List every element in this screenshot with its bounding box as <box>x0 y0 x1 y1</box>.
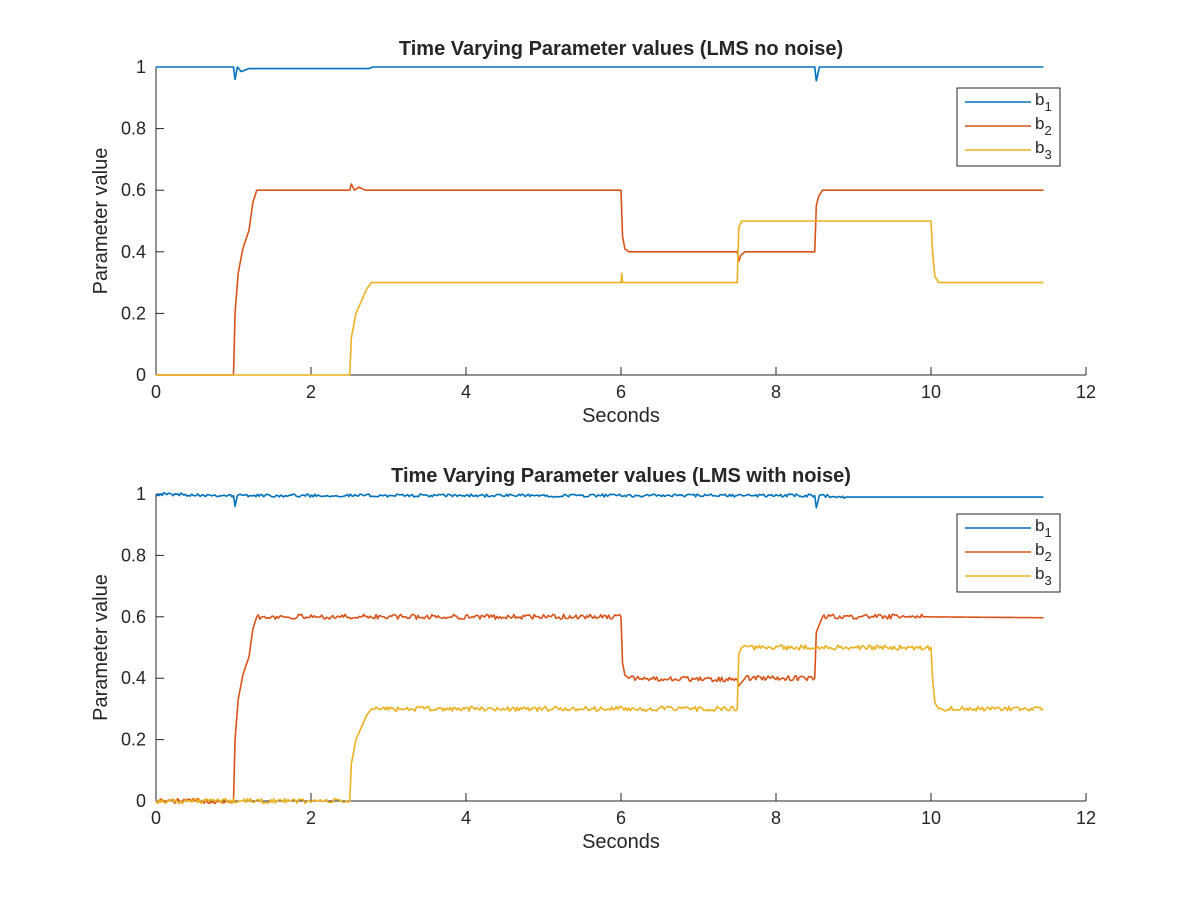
legend-label: b3 <box>1035 138 1052 162</box>
chart-title: Time Varying Parameter values (LMS no no… <box>399 38 843 60</box>
y-tick-label: 0.2 <box>121 730 146 750</box>
series-line-b2 <box>156 183 1044 376</box>
legend-box <box>956 87 1061 167</box>
series-line-b2 <box>155 613 1044 805</box>
y-tick-label: 0.6 <box>121 180 146 200</box>
y-tick-label: 0.6 <box>121 607 146 627</box>
chart-panel-1: 0 2 4 6 8 10 12 0 0.2 0.4 0.6 0.8 1 Time Varying Para… <box>90 38 1096 427</box>
y-tick-label: 0 <box>136 791 146 811</box>
legend-label: b1 <box>1035 516 1052 540</box>
x-tick-label: 4 <box>461 382 471 402</box>
y-axis-label: Parameter value <box>90 574 112 721</box>
y-tick-label: 0.2 <box>121 303 146 323</box>
legend-label: b2 <box>1035 540 1052 564</box>
x-tick-label: 6 <box>616 382 626 402</box>
x-tick-label: 10 <box>921 382 941 402</box>
series-line-b1 <box>156 66 1044 82</box>
y-axis-label: Parameter value <box>90 148 112 295</box>
x-tick-label: 0 <box>151 382 161 402</box>
legend-label: b1 <box>1035 90 1052 114</box>
x-tick-label: 6 <box>616 808 626 828</box>
legend-box <box>956 513 1061 593</box>
x-tick-label: 2 <box>306 382 316 402</box>
y-tick-label: 0.4 <box>121 242 146 262</box>
x-axis-label: Seconds <box>582 831 660 853</box>
y-tick-label: 0.8 <box>121 119 146 139</box>
x-tick-label: 2 <box>306 808 316 828</box>
series-line-b3 <box>156 220 1044 376</box>
y-tick-label: 1 <box>136 57 146 77</box>
x-axis-label: Seconds <box>582 405 660 427</box>
series-line-b1 <box>155 491 1044 509</box>
x-tick-label: 12 <box>1076 808 1096 828</box>
y-tick-label: 0 <box>136 365 146 385</box>
x-tick-label: 8 <box>771 808 781 828</box>
chart-title: Time Varying Parameter values (LMS with … <box>391 465 851 487</box>
legend-label: b3 <box>1035 564 1052 588</box>
x-tick-label: 4 <box>461 808 471 828</box>
x-tick-label: 8 <box>771 382 781 402</box>
y-tick-label: 0.4 <box>121 668 146 688</box>
x-tick-label: 12 <box>1076 382 1096 402</box>
y-tick-label: 1 <box>136 484 146 504</box>
legend-label: b2 <box>1035 114 1052 138</box>
x-tick-label: 0 <box>151 808 161 828</box>
series-line-b3 <box>155 644 1044 805</box>
chart-panel-2: 0 2 4 6 8 10 12 0 0.2 0.4 0.6 0.8 1 Time Varying Para… <box>90 465 1096 853</box>
x-tick-label: 10 <box>921 808 941 828</box>
y-tick-label: 0.8 <box>121 545 146 565</box>
